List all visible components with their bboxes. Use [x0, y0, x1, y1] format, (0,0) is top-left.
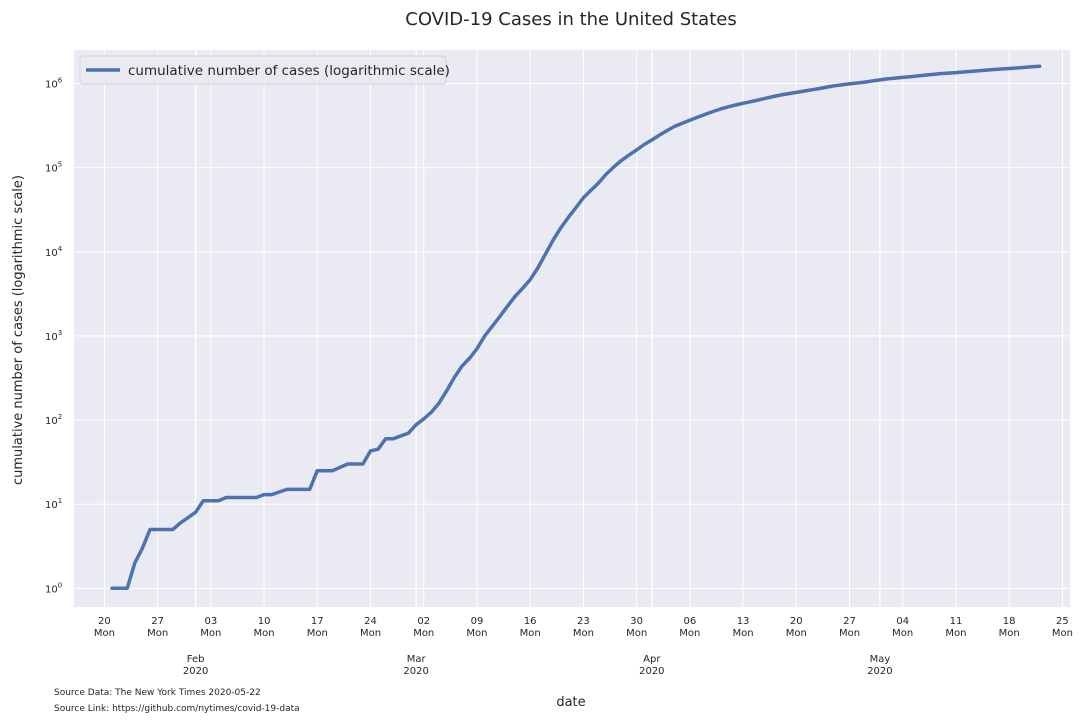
x-tick-weekday: Mon [360, 628, 381, 639]
x-tick-day: 23 [577, 616, 590, 627]
x-tick-year: 2020 [403, 666, 428, 677]
x-tick-weekday: Mon [573, 628, 594, 639]
x-tick-day: 18 [1003, 616, 1016, 627]
x-tick-weekday: Mon [466, 628, 487, 639]
y-tick-label: 106 [45, 76, 63, 90]
x-tick-day: 24 [364, 616, 377, 627]
source-link-text: Source Link: https://github.com/nytimes/… [54, 704, 300, 714]
y-tick-label: 102 [45, 413, 62, 427]
x-tick-day: 20 [790, 616, 803, 627]
series-layer [110, 64, 1042, 591]
y-tick-label: 105 [45, 161, 62, 175]
x-tick-day: 04 [896, 616, 909, 627]
plot-area [74, 50, 1070, 607]
x-tick-day: 09 [471, 616, 484, 627]
y-tick-label: 101 [45, 497, 62, 511]
legend: cumulative number of cases (logarithmic … [79, 55, 450, 85]
x-tick-year: 2020 [867, 666, 892, 677]
legend-label: cumulative number of cases (logarithmic … [128, 63, 450, 79]
x-tick-day: 11 [950, 616, 963, 627]
x-tick-day: 20 [98, 616, 111, 627]
grid-lines [74, 50, 1070, 607]
x-tick-day: 06 [683, 616, 696, 627]
x-tick-weekday: Mon [999, 628, 1020, 639]
x-tick-day: 30 [630, 616, 643, 627]
x-tick-day: 10 [258, 616, 271, 627]
x-tick-weekday: Mon [200, 628, 221, 639]
x-tick-day: 25 [1056, 616, 1069, 627]
x-tick-weekday: Mon [94, 628, 115, 639]
x-tick-weekday: Mon [413, 628, 434, 639]
x-tick-month: Mar [407, 654, 427, 665]
x-tick-month: Apr [643, 654, 661, 665]
x-tick-weekday: Mon [254, 628, 275, 639]
x-tick-day: 03 [204, 616, 217, 627]
source-data-text: Source Data: The New York Times 2020-05-… [54, 688, 261, 698]
y-tick-label: 100 [45, 581, 62, 595]
x-tick-year: 2020 [183, 666, 208, 677]
chart-title: COVID-19 Cases in the United States [405, 9, 736, 30]
legend-box [79, 55, 447, 85]
x-tick-day: 02 [417, 616, 430, 627]
x-tick-weekday: Mon [733, 628, 754, 639]
x-tick-day: 13 [737, 616, 750, 627]
x-tick-month: May [870, 654, 891, 665]
x-tick-year: 2020 [639, 666, 664, 677]
x-tick-weekday: Mon [626, 628, 647, 639]
x-tick-weekday: Mon [520, 628, 541, 639]
y-tick-label: 103 [45, 329, 62, 343]
y-tick-label: 104 [45, 245, 63, 259]
y-axis-label: cumulative number of cases (logarithmic … [11, 175, 26, 485]
x-tick-day: 16 [524, 616, 537, 627]
x-tick-weekday: Mon [839, 628, 860, 639]
x-tick-weekday: Mon [147, 628, 168, 639]
x-tick-weekday: Mon [786, 628, 807, 639]
x-tick-weekday: Mon [892, 628, 913, 639]
x-tick-weekday: Mon [1052, 628, 1073, 639]
y-tick-labels: 100 101 102 103 104 105 106 [45, 76, 63, 595]
x-tick-weekday: Mon [945, 628, 966, 639]
x-tick-day: 27 [151, 616, 164, 627]
x-tick-day: 27 [843, 616, 856, 627]
x-tick-labels: 20Mon27Mon03Mon10Mon17Mon24Mon02Mon09Mon… [94, 616, 1073, 677]
x-tick-month: Feb [187, 654, 205, 665]
x-tick-weekday: Mon [307, 628, 328, 639]
series-line [110, 64, 1042, 591]
x-tick-day: 17 [311, 616, 324, 627]
x-axis-label: date [556, 695, 585, 710]
x-tick-weekday: Mon [679, 628, 700, 639]
